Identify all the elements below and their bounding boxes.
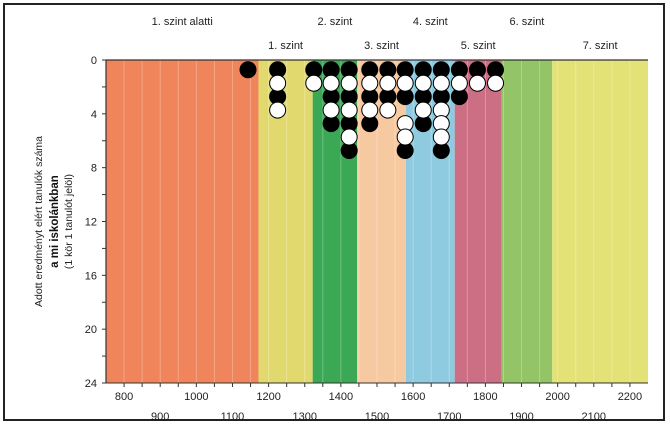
data-point-white [340,74,358,92]
data-points [239,61,505,159]
data-point-white [379,74,397,92]
x-tick-label: 800 [115,391,133,403]
data-point-white [450,74,468,92]
x-tick-label: 1000 [184,391,208,403]
data-point-white [487,74,505,92]
x-tick-labels: 800 1000 1200 1400 1600 1800 2000 2200 900 1100 13… [115,391,642,423]
x-tick-label: 2000 [545,391,569,403]
level-bands [106,60,648,383]
data-point-white [379,101,397,119]
data-point-white [340,101,358,119]
x-tick-label: 2100 [582,411,606,423]
y-tick-label: 0 [91,55,97,67]
data-point-white [361,101,379,119]
x-tick-label: 2200 [618,391,642,403]
y-axis-label-line: a mi iskolánkban [49,175,61,268]
band-7 [501,60,553,383]
x-tick-label: 1800 [473,391,497,403]
y-axis-label: Adott eredményt elért tanulók száma a mi … [33,136,75,307]
level-label: 1. szint [268,40,303,52]
y-tick-label: 16 [85,270,97,282]
data-point-white [322,101,340,119]
band-2 [258,60,313,383]
y-tick-labels: 0 4 8 12 16 20 24 [85,55,97,390]
data-point-white [322,74,340,92]
level-labels: 1. szint alatti 1. szint 2. szint 3. szint 4… [152,16,618,52]
data-point-white [396,74,414,92]
data-point-white [269,101,287,119]
level-label: 2. szint [317,16,352,28]
level-label: 1. szint alatti [152,16,213,28]
band-8 [552,60,648,383]
data-point-white [305,74,323,92]
y-tick-label: 12 [85,217,97,229]
data-point-white [414,101,432,119]
x-tick-label: 1400 [329,391,353,403]
data-point-white [414,74,432,92]
level-label: 7. szint [583,40,618,52]
x-tick-label: 1500 [365,411,389,423]
y-axis-label-line: Adott eredményt elért tanulók száma [33,136,45,307]
data-point-white [432,128,450,146]
level-label: 4. szint [413,16,448,28]
y-tick-label: 8 [91,163,97,175]
band-6 [454,60,502,383]
data-point-white [396,128,414,146]
x-tick-label: 1600 [401,391,425,403]
data-point-black [239,61,257,79]
x-tick-label: 900 [151,411,169,423]
level-label: 3. szint [364,40,399,52]
axes [102,59,648,387]
chart-frame [3,3,665,421]
data-point-white [340,128,358,146]
y-tick-label: 24 [85,378,97,390]
x-tick-label: 1100 [221,411,245,423]
x-tick-label: 1200 [256,391,280,403]
y-tick-label: 4 [91,109,97,121]
data-point-white [468,74,486,92]
x-tick-label: 1300 [292,411,316,423]
x-tick-label: 1900 [509,411,533,423]
data-point-white [432,74,450,92]
x-tick-label: 1700 [437,411,461,423]
level-label: 6. szint [510,16,545,28]
data-point-white [269,74,287,92]
level-label: 5. szint [461,40,496,52]
data-point-white [361,74,379,92]
y-axis-label-line: (1 kör 1 tanulót jelöl) [63,174,75,269]
band-1 [106,60,259,383]
minor-gridlines [123,60,631,383]
y-tick-label: 20 [85,324,97,336]
